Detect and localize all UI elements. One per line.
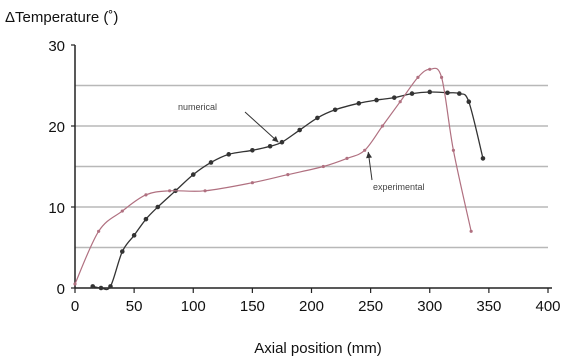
tick-labels: 0 50 100 150 200 250 300 350 400 0 10 20 30: [48, 38, 560, 315]
annotations: numerical experimental: [178, 102, 425, 192]
point-experimental-3: [144, 193, 148, 197]
annotation-arrow-0: [244, 111, 279, 143]
point-numerical-22: [445, 90, 450, 96]
annotation-numerical: numerical: [178, 102, 217, 112]
x-axis-title: Axial position (mm): [254, 340, 382, 357]
series-experimental: [73, 67, 473, 286]
point-numerical-24: [466, 99, 472, 104]
point-numerical-17: [356, 101, 362, 106]
annotation-arrowhead-1: [366, 151, 373, 159]
y-tick-label-20: 20: [48, 119, 65, 136]
point-experimental-10: [363, 148, 367, 152]
point-experimental-12: [398, 100, 402, 104]
x-tick-label-100: 100: [181, 298, 206, 315]
point-experimental-15: [439, 75, 444, 79]
point-experimental-4: [168, 189, 172, 193]
annotation-arrowhead-0: [271, 135, 279, 143]
point-experimental-14: [428, 67, 432, 71]
point-numerical-16: [332, 107, 338, 113]
point-numerical-12: [267, 143, 273, 149]
series-layer: [73, 67, 486, 291]
point-numerical-4: [131, 233, 137, 238]
x-tick-label-250: 250: [358, 298, 383, 315]
point-experimental-9: [345, 156, 349, 160]
point-numerical-19: [391, 95, 397, 100]
point-numerical-10: [226, 152, 232, 157]
y-tick-label-10: 10: [48, 200, 65, 217]
point-numerical-1: [98, 285, 104, 291]
annotation-experimental: experimental: [373, 182, 425, 192]
point-experimental-1: [97, 229, 101, 233]
point-experimental-11: [380, 124, 385, 128]
point-numerical-21: [427, 89, 433, 95]
x-tick-label-300: 300: [417, 298, 442, 315]
point-numerical-15: [315, 115, 320, 121]
y-tick-label-0: 0: [57, 281, 65, 298]
point-experimental-5: [203, 189, 207, 193]
point-numerical-2: [108, 284, 113, 289]
point-numerical-0: [90, 284, 96, 289]
point-numerical-18: [374, 97, 379, 103]
point-numerical-25: [480, 156, 486, 161]
point-numerical-14: [297, 127, 302, 133]
point-numerical-5: [143, 216, 149, 222]
point-experimental-13: [416, 75, 420, 79]
point-experimental-6: [250, 181, 254, 185]
series-numerical: [90, 89, 486, 291]
point-experimental-7: [286, 173, 290, 177]
point-numerical-23: [457, 91, 462, 96]
axes: [71, 44, 552, 293]
grid-lines: [75, 84, 548, 249]
point-experimental-17: [469, 229, 473, 233]
x-tick-label-150: 150: [240, 298, 265, 315]
point-numerical-9: [208, 160, 214, 165]
x-tick-label-0: 0: [71, 298, 79, 315]
x-tick-label-50: 50: [126, 298, 143, 315]
point-experimental-8: [321, 164, 325, 169]
point-numerical-6: [155, 204, 161, 210]
point-numerical-20: [409, 91, 415, 96]
y-axis-title: ΔTemperature (˚): [5, 9, 118, 26]
point-numerical-3: [120, 249, 125, 254]
point-numerical-11: [250, 148, 255, 153]
point-numerical-13: [279, 139, 285, 145]
point-experimental-2: [120, 209, 124, 213]
x-tick-label-200: 200: [299, 298, 324, 315]
x-tick-label-350: 350: [476, 298, 501, 315]
point-experimental-0: [73, 282, 77, 286]
series-line-experimental: [74, 67, 472, 285]
x-tick-label-400: 400: [535, 298, 560, 315]
y-tick-label-30: 30: [48, 38, 65, 55]
point-numerical-8: [190, 172, 196, 177]
point-experimental-16: [451, 148, 455, 152]
